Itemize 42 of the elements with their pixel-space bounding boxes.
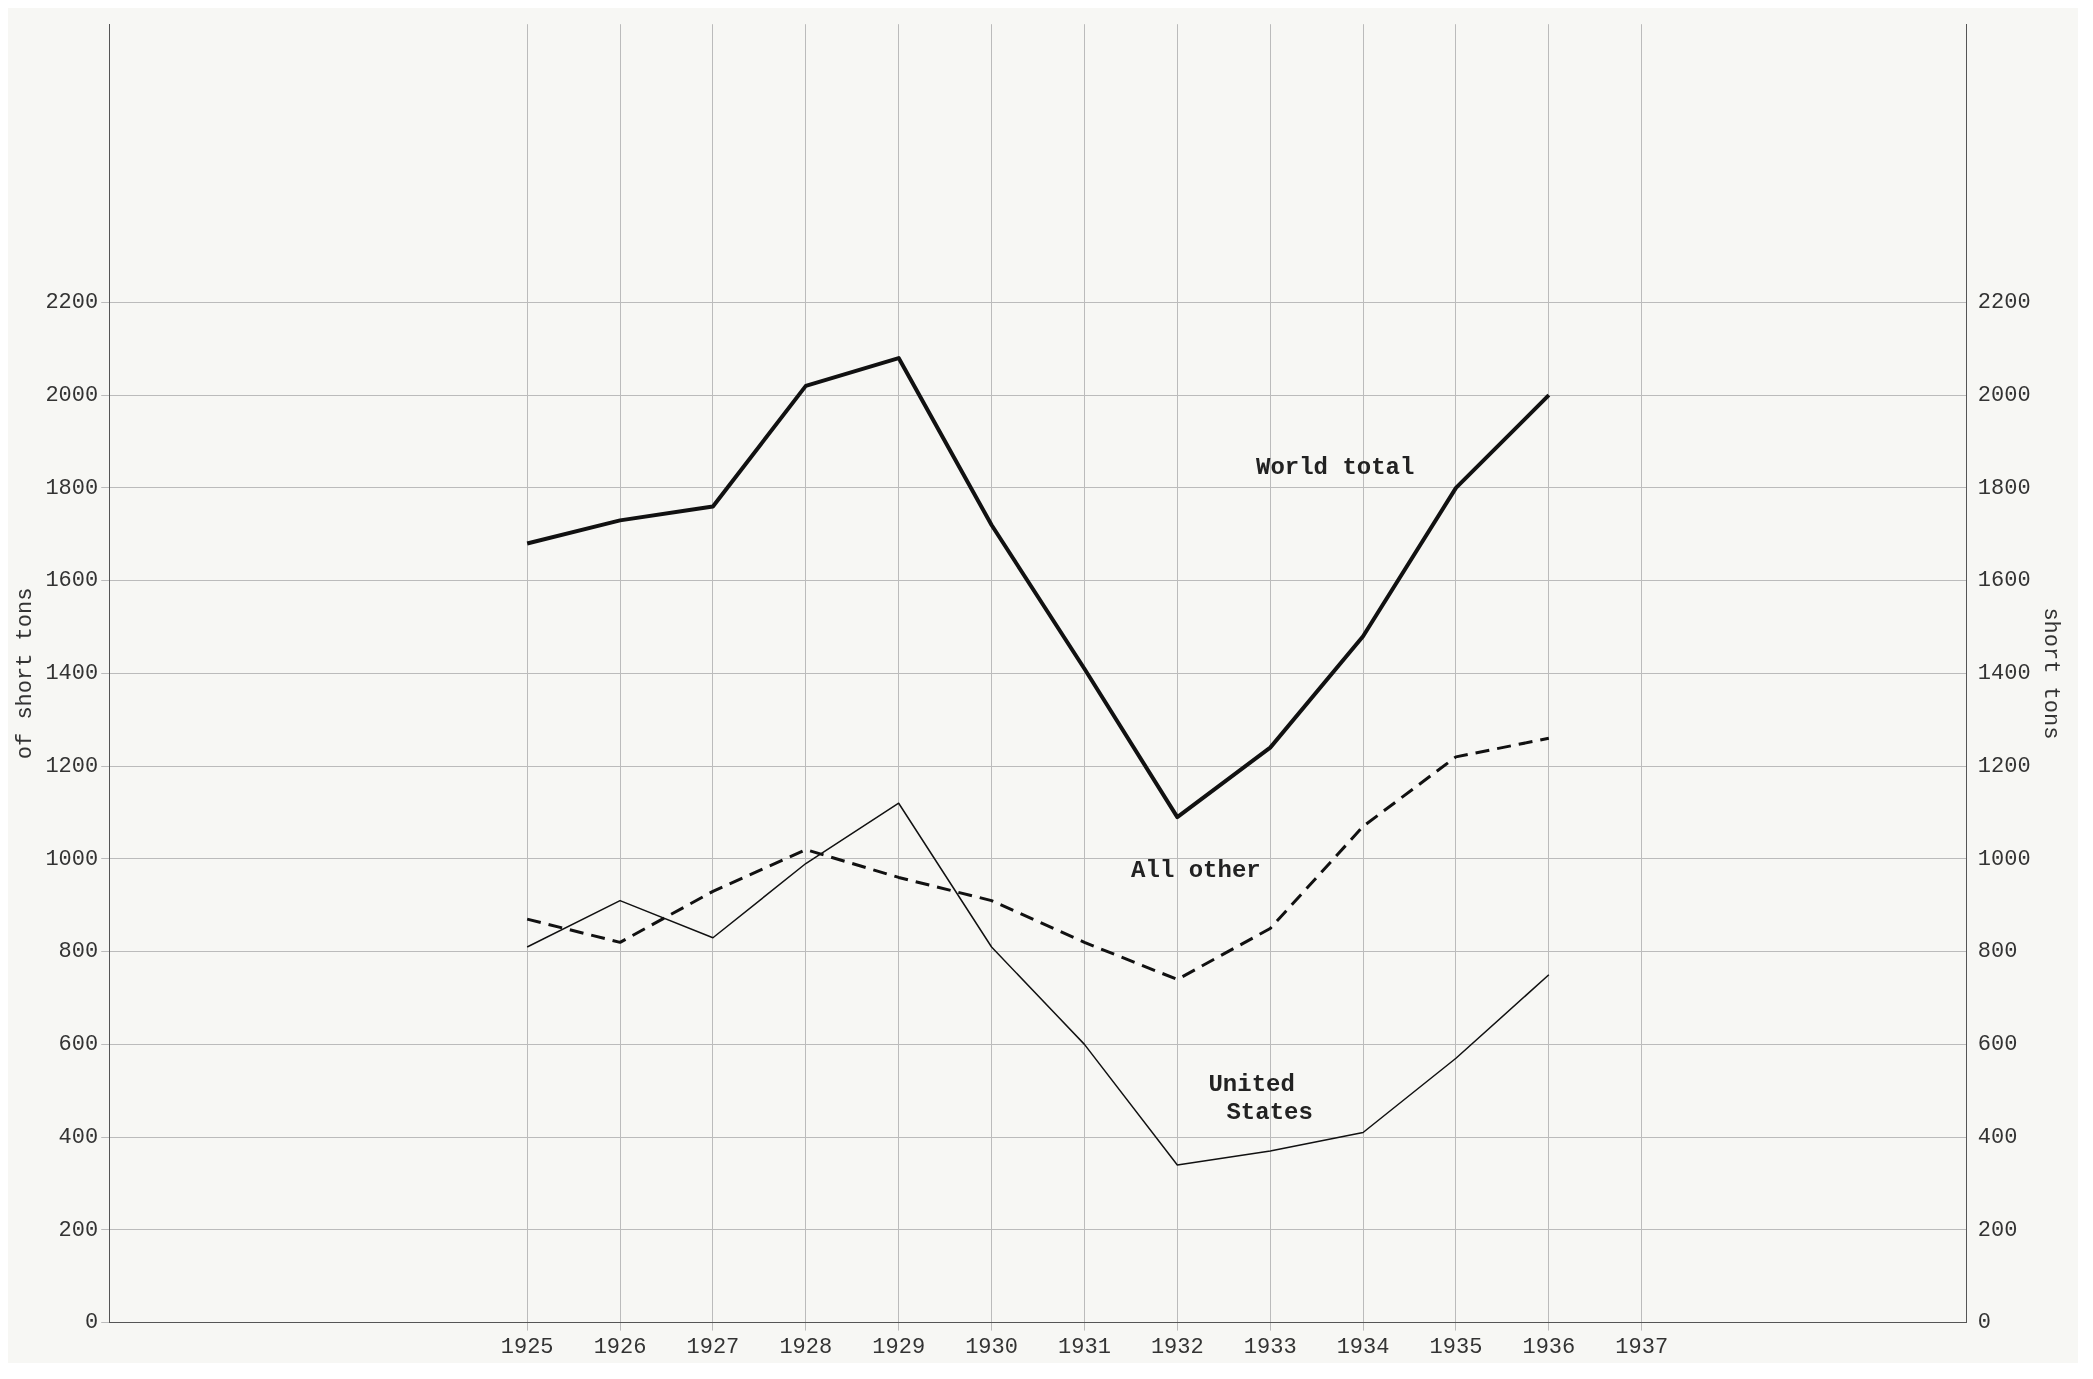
x-tick-label: 1936 — [1522, 1334, 1576, 1360]
y2-tick-label: 200 — [1977, 1217, 2018, 1243]
y2-tick-label: 2000 — [1977, 383, 2031, 408]
x-tick-label: 1934 — [1336, 1334, 1390, 1360]
x-tick-label: 1930 — [965, 1334, 1018, 1360]
x-tick-label: 1931 — [1058, 1334, 1111, 1360]
series-label: World total — [1255, 454, 1415, 481]
y2-tick-label: 1000 — [1977, 846, 2031, 872]
x-tick-label: 1933 — [1243, 1334, 1297, 1360]
y2-tick-label: 400 — [1977, 1124, 2018, 1150]
y-tick-label: 2000 — [45, 383, 99, 408]
y2-axis-title: short tons — [2037, 607, 2063, 740]
x-tick-label: 1926 — [593, 1334, 647, 1360]
y2-tick-label: 1600 — [1977, 568, 2031, 594]
x-tick-label: 1927 — [686, 1334, 740, 1360]
y-tick-label: 800 — [58, 939, 99, 965]
y-tick-label: 600 — [58, 1032, 99, 1058]
y2-tick-label: 0 — [1977, 1310, 1991, 1336]
y2-tick-label: 1400 — [1977, 661, 2031, 687]
y-tick-label: 2200 — [45, 290, 99, 316]
x-tick-label: 1932 — [1150, 1334, 1204, 1360]
y2-tick-label: 1200 — [1977, 753, 2031, 779]
y-tick-label: 1400 — [45, 661, 99, 687]
x-tick-label: 1928 — [779, 1334, 833, 1360]
y-tick-label: 1600 — [45, 568, 99, 594]
y-tick-label: 400 — [58, 1124, 99, 1150]
series-label: United States — [1208, 1070, 1313, 1126]
y2-tick-label: 1800 — [1977, 475, 2031, 501]
y2-tick-label: 600 — [1977, 1032, 2018, 1058]
y-tick-label: 0 — [85, 1310, 99, 1336]
series-label: All other — [1131, 857, 1261, 885]
y2-tick-label: 800 — [1977, 939, 2018, 965]
x-tick-label: 1925 — [500, 1334, 554, 1360]
x-tick-label: 1937 — [1615, 1334, 1669, 1360]
y-tick-label: 1800 — [45, 475, 99, 501]
y-tick-label: 1000 — [45, 846, 99, 872]
y-tick-label: 1200 — [45, 753, 99, 779]
y2-tick-label: 2200 — [1977, 290, 2031, 316]
y-tick-label: 200 — [58, 1217, 99, 1243]
x-tick-label: 1929 — [872, 1334, 926, 1360]
y-axis-title: of short tons — [13, 587, 39, 760]
x-tick-label: 1935 — [1429, 1334, 1483, 1360]
